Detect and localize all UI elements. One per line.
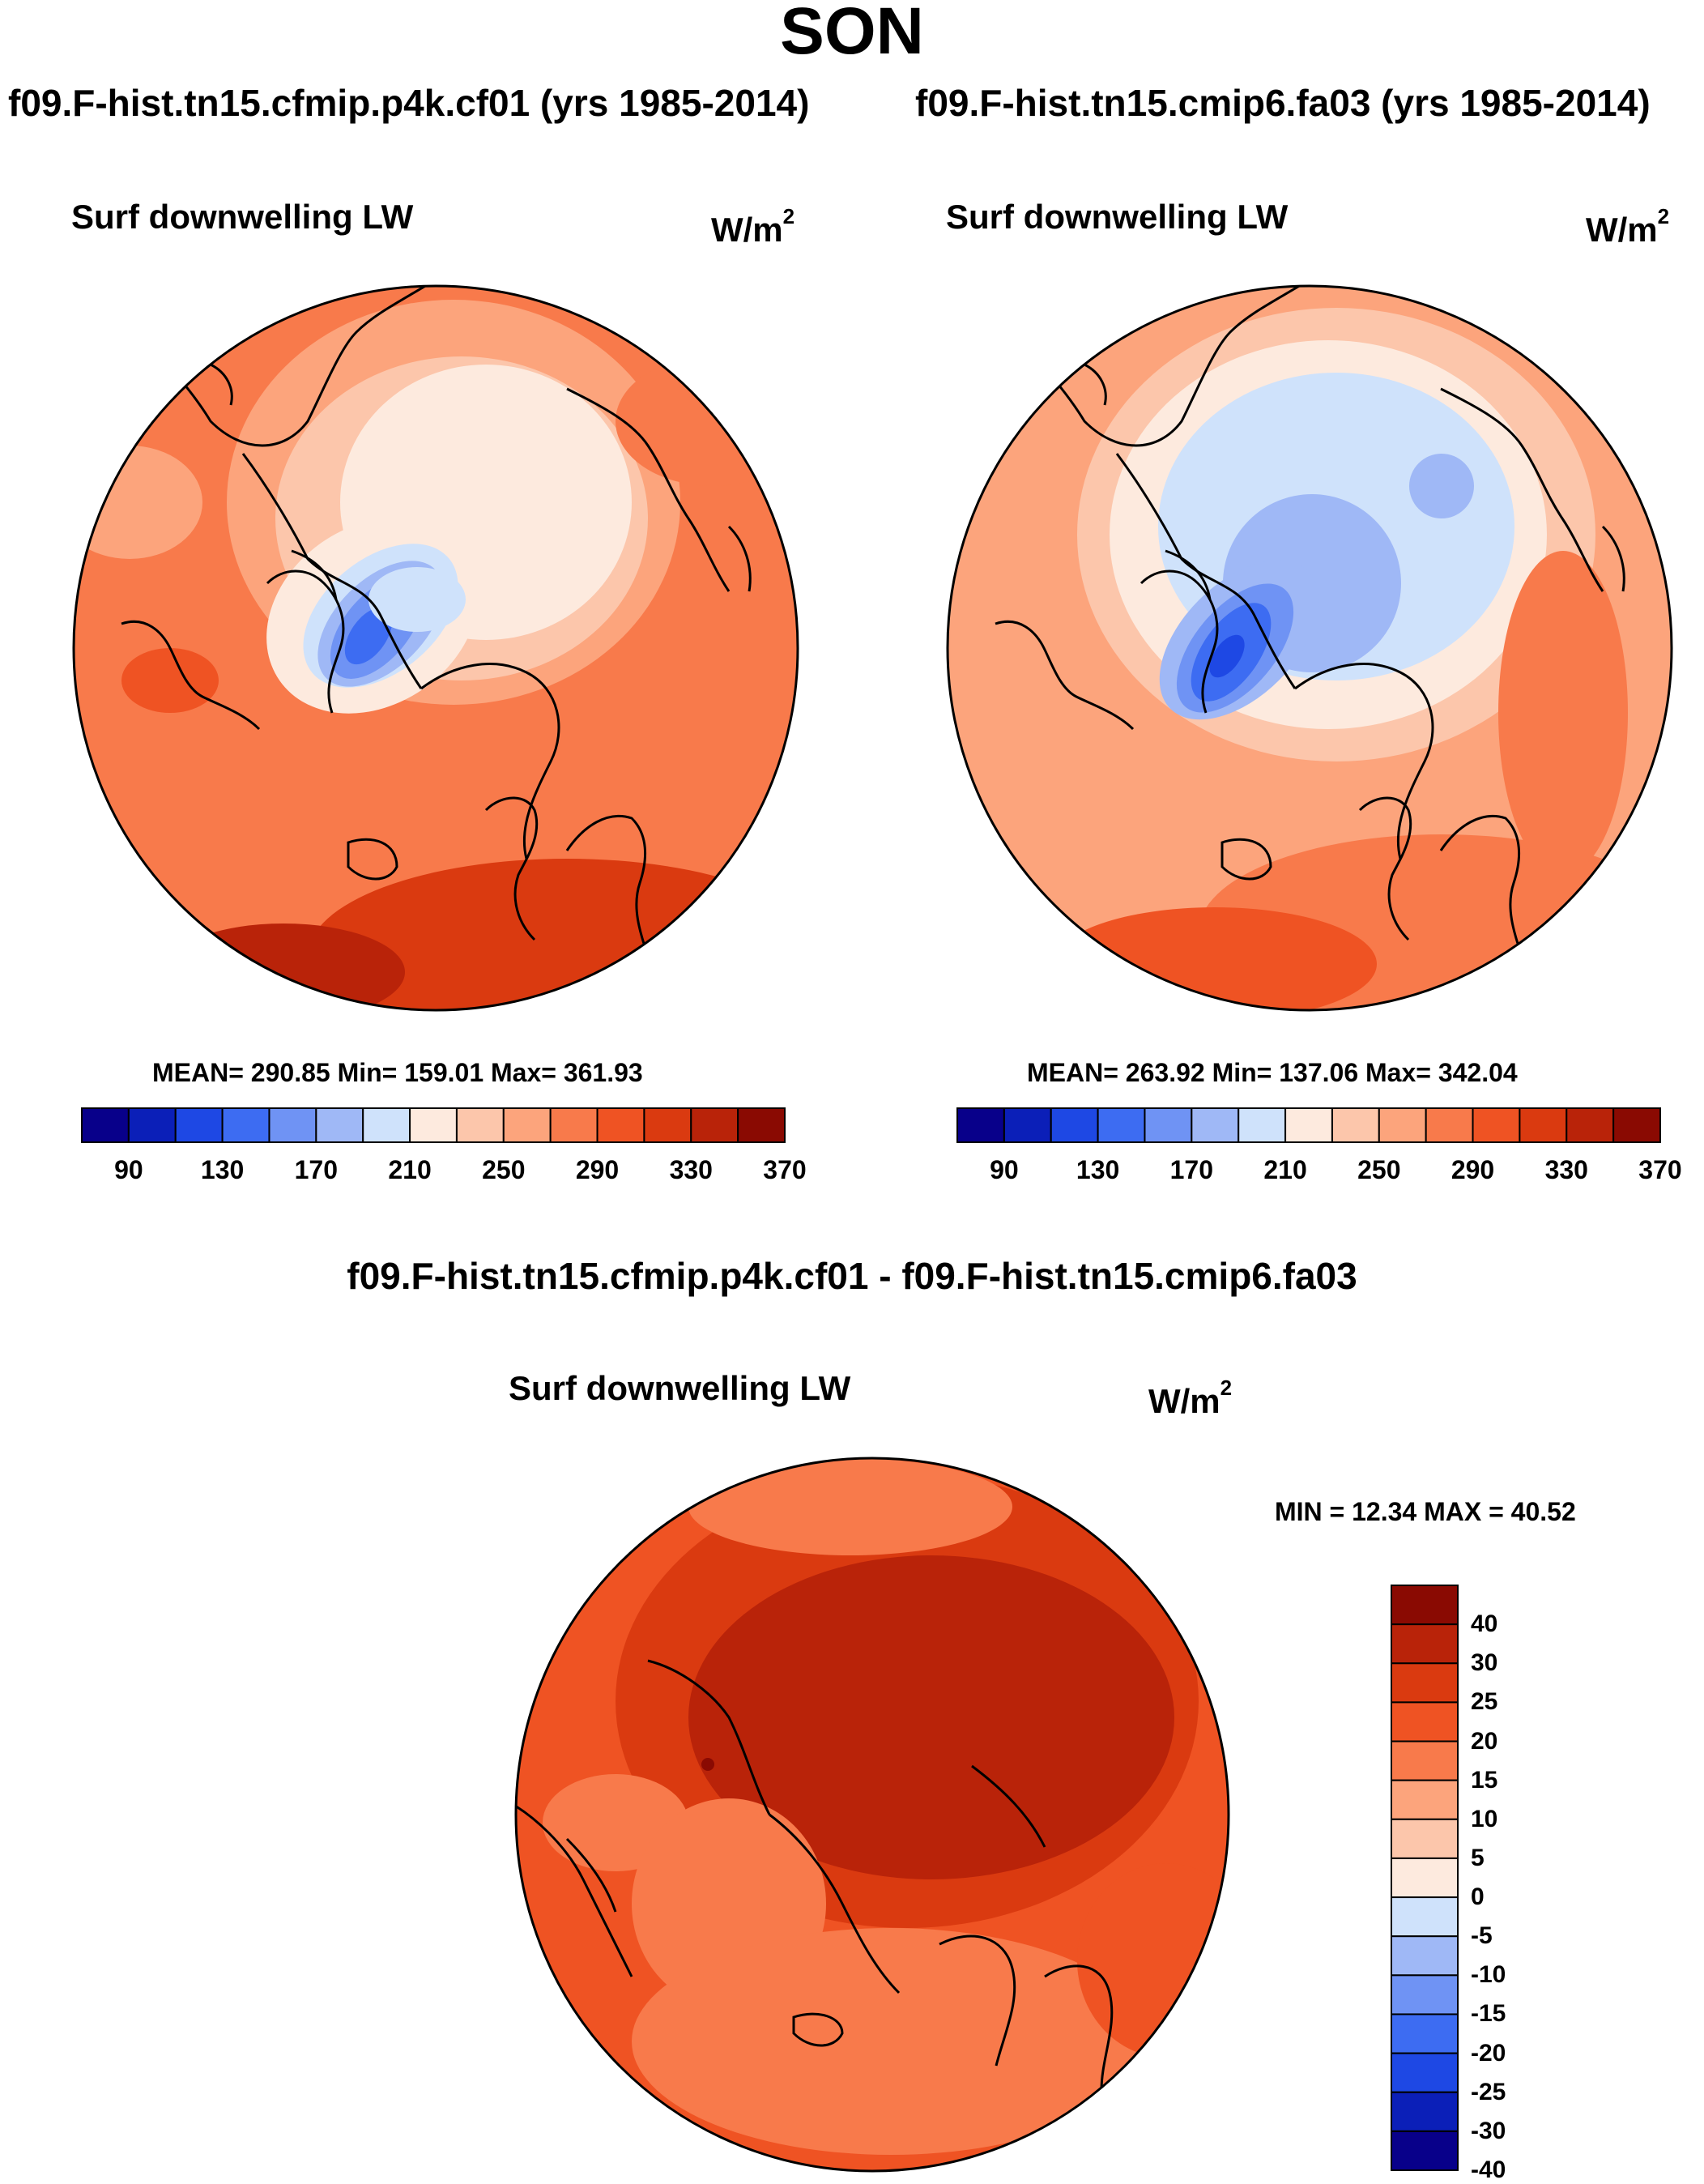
- colorbar-left-swatch: [221, 1107, 271, 1143]
- colorbar-left-tick-label: 130: [200, 1155, 245, 1184]
- season-title: SON: [780, 0, 924, 68]
- colorbar-left-swatch: [737, 1107, 786, 1143]
- colorbar-left-swatch: [174, 1107, 224, 1143]
- colorbar-left-tick-label: 90: [114, 1155, 143, 1184]
- diff-units: W/m2: [1148, 1376, 1233, 1420]
- colorbar-difference-tick-label: 10: [1471, 1805, 1498, 1832]
- colorbar-difference-swatch: [1391, 1974, 1459, 2016]
- colorbar-difference-tick-label: 30: [1471, 1649, 1498, 1677]
- panel-left-variable-label: Surf downwelling LW: [71, 198, 414, 236]
- colorbar-left-tick-label: 210: [388, 1155, 432, 1184]
- colorbar-difference-tick-label: -25: [1471, 2078, 1506, 2105]
- colorbar-left-swatch: [315, 1107, 364, 1143]
- colorbar-left-tick-label: 250: [482, 1155, 526, 1184]
- colorbar-left-swatch: [643, 1107, 692, 1143]
- colorbar-difference-swatch: [1391, 1779, 1459, 1820]
- colorbar-left-swatch: [455, 1107, 505, 1143]
- colorbar-right-tick-label: 330: [1544, 1155, 1588, 1184]
- colorbar-difference-tick-label: -30: [1471, 2117, 1506, 2144]
- colorbar-right-swatch: [956, 1107, 1005, 1143]
- colorbar-difference-swatch: [1391, 2013, 1459, 2054]
- colorbar-right-tick-label: 290: [1451, 1155, 1495, 1184]
- colorbar-difference-tick-label: 20: [1471, 1727, 1498, 1755]
- colorbar-left-tick-label: 370: [763, 1155, 807, 1184]
- colorbar-right-swatch: [1284, 1107, 1333, 1143]
- colorbar-difference-tick-label: 25: [1471, 1688, 1498, 1716]
- colorbar-left-swatch: [502, 1107, 552, 1143]
- colorbar-right-tick-label: 370: [1638, 1155, 1682, 1184]
- colorbar-difference-swatch: [1391, 1896, 1459, 1938]
- colorbar-difference: [1391, 1585, 1459, 2172]
- colorbar-difference-tick-label: 15: [1471, 1766, 1498, 1794]
- map-right-north-polar: [946, 284, 1673, 1012]
- colorbar-right-swatch: [1097, 1107, 1146, 1143]
- colorbar-difference-swatch: [1391, 1623, 1459, 1665]
- colorbar-right-tick-label: 210: [1263, 1155, 1307, 1184]
- colorbar-difference-tick-label: -5: [1471, 1922, 1493, 1950]
- colorbar-left-swatch: [81, 1107, 130, 1143]
- colorbar-difference-swatch: [1391, 2130, 1459, 2172]
- colorbar-right-swatch: [1238, 1107, 1287, 1143]
- colorbar-right-swatch: [1519, 1107, 1568, 1143]
- panel-right-variable-label: Surf downwelling LW: [946, 198, 1289, 236]
- panel-right-case-title: f09.F-hist.tn15.cmip6.fa03 (yrs 1985-201…: [915, 82, 1651, 124]
- colorbar-left-swatch: [596, 1107, 645, 1143]
- colorbar-left-swatch: [549, 1107, 599, 1143]
- colorbar-left-swatch: [362, 1107, 411, 1143]
- colorbar-right-swatch: [1003, 1107, 1052, 1143]
- colorbar-right-swatch: [1191, 1107, 1240, 1143]
- colorbar-difference-tick-label: -20: [1471, 2039, 1506, 2067]
- diff-title: f09.F-hist.tn15.cfmip.p4k.cf01 - f09.F-h…: [347, 1255, 1357, 1297]
- colorbar-left-tick-label: 170: [294, 1155, 339, 1184]
- map-difference-north-polar: [514, 1457, 1230, 2173]
- colorbar-right-tick-label: 90: [990, 1155, 1019, 1184]
- colorbar-left-swatch: [409, 1107, 458, 1143]
- colorbar-difference-swatch: [1391, 1585, 1459, 1626]
- colorbar-left-tick-label: 290: [575, 1155, 620, 1184]
- colorbar-right-swatch: [1425, 1107, 1474, 1143]
- panel-left-case-title: f09.F-hist.tn15.cfmip.p4k.cf01 (yrs 1985…: [8, 82, 810, 124]
- colorbar-right-swatch: [1144, 1107, 1193, 1143]
- colorbar-left: [81, 1107, 786, 1143]
- colorbar-difference-swatch: [1391, 1935, 1459, 1977]
- panel-left-stats: MEAN= 290.85 Min= 159.01 Max= 361.93: [152, 1058, 643, 1087]
- colorbar-right-tick-label: 170: [1169, 1155, 1214, 1184]
- panel-right-stats: MEAN= 263.92 Min= 137.06 Max= 342.04: [1027, 1058, 1518, 1087]
- colorbar-left-swatch: [127, 1107, 177, 1143]
- colorbar-difference-tick-label: 40: [1471, 1610, 1498, 1638]
- colorbar-difference-swatch: [1391, 2052, 1459, 2093]
- colorbar-right-tick-label: 130: [1076, 1155, 1120, 1184]
- colorbar-left-swatch: [690, 1107, 739, 1143]
- colorbar-left-swatch: [268, 1107, 317, 1143]
- colorbar-difference-swatch: [1391, 2091, 1459, 2132]
- colorbar-right-tick-label: 250: [1357, 1155, 1401, 1184]
- colorbar-difference-tick-label: -40: [1471, 2156, 1506, 2183]
- panel-right-units: W/m2: [1586, 204, 1670, 249]
- colorbar-difference-tick-label: 0: [1471, 1883, 1485, 1911]
- map-left-north-polar: [72, 284, 799, 1012]
- colorbar-right-swatch: [1566, 1107, 1615, 1143]
- colorbar-right-swatch: [1612, 1107, 1661, 1143]
- colorbar-difference-swatch: [1391, 1662, 1459, 1704]
- colorbar-right-swatch: [1050, 1107, 1099, 1143]
- colorbar-difference-swatch: [1391, 1701, 1459, 1743]
- colorbar-left-tick-label: 330: [669, 1155, 713, 1184]
- colorbar-difference-swatch: [1391, 1740, 1459, 1781]
- colorbar-difference-swatch: [1391, 1818, 1459, 1859]
- colorbar-right-swatch: [1472, 1107, 1521, 1143]
- panel-left-units: W/m2: [711, 204, 795, 249]
- colorbar-difference-tick-label: -10: [1471, 1961, 1506, 1989]
- colorbar-right-swatch: [1331, 1107, 1380, 1143]
- colorbar-difference-tick-label: -15: [1471, 2000, 1506, 2028]
- colorbar-right: [956, 1107, 1661, 1143]
- diff-minmax-stats: MIN = 12.34 MAX = 40.52: [1275, 1497, 1576, 1526]
- diff-variable-label: Surf downwelling LW: [509, 1369, 851, 1407]
- colorbar-difference-tick-label: 5: [1471, 1844, 1485, 1871]
- colorbar-right-swatch: [1378, 1107, 1427, 1143]
- colorbar-difference-swatch: [1391, 1857, 1459, 1899]
